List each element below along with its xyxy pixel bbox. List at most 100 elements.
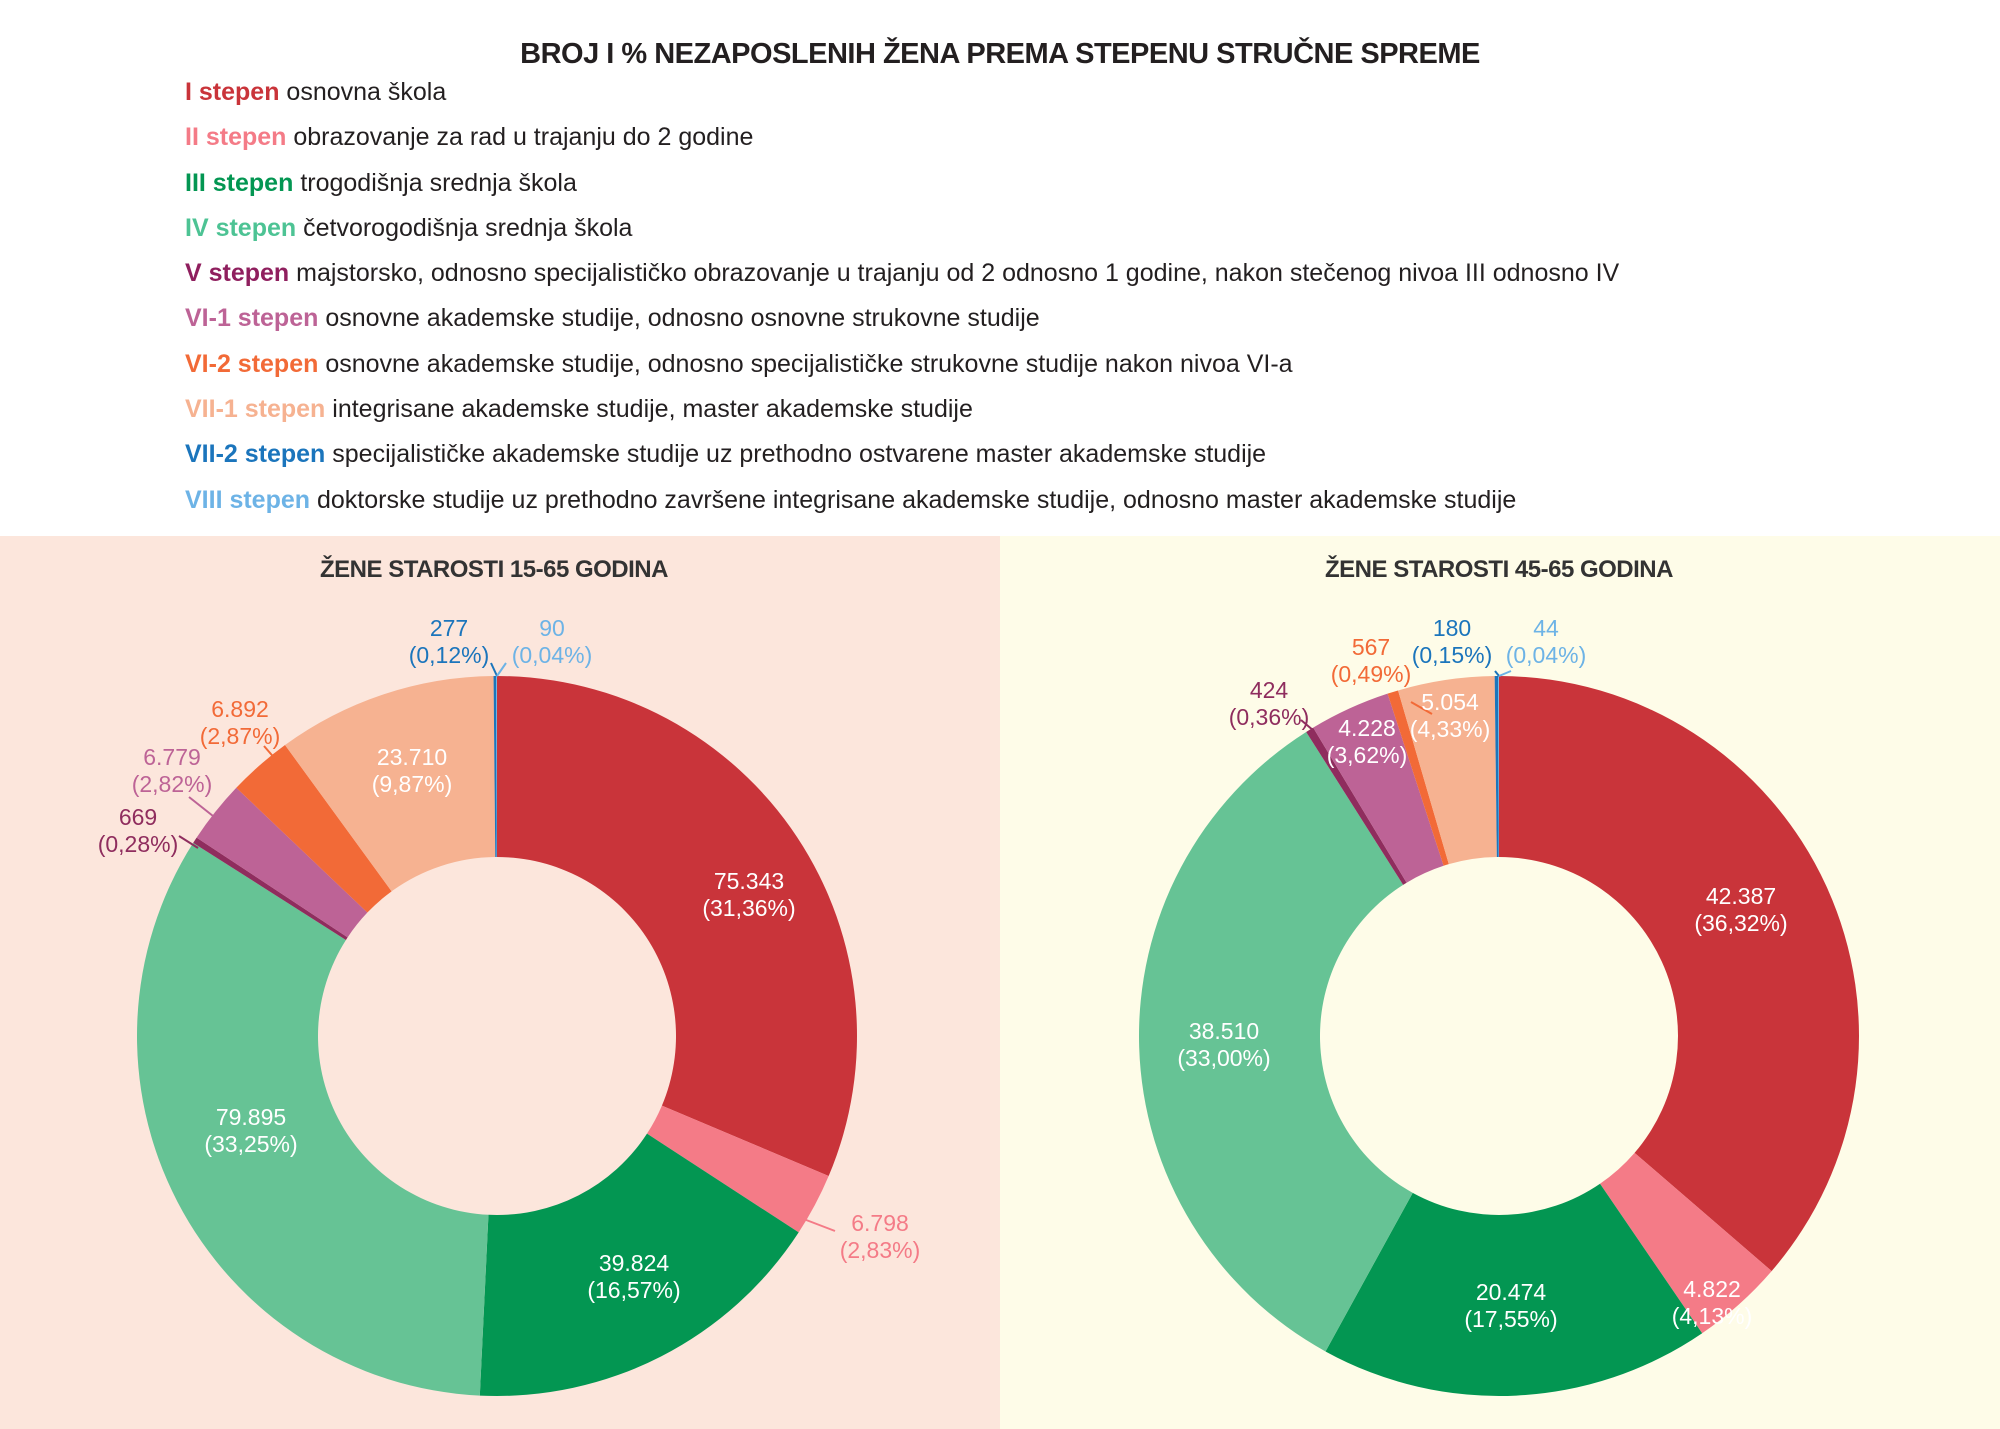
data-label-value: 6.892 [211, 696, 269, 722]
data-label-percent: (0,12%) [409, 642, 490, 668]
slice-iii-stepen [479, 1133, 799, 1396]
legend-text: integrisane akademske studije, master ak… [325, 395, 973, 424]
data-label-value: 90 [539, 615, 565, 641]
legend-item: VII-1 stepen integrisane akademske studi… [185, 394, 1619, 439]
legend-text: osnovne akademske studije, odnosno speci… [318, 349, 1293, 378]
legend-item: II stepen obrazovanje za rad u trajanju … [185, 122, 1619, 167]
slice-iv-stepen [137, 842, 489, 1396]
leader-line [188, 796, 214, 817]
legend-item: I stepen osnovna škola [185, 77, 1619, 122]
data-label-percent: (16,57%) [587, 1277, 680, 1303]
data-label-percent: (0,04%) [512, 642, 593, 668]
data-label-percent: (36,32%) [1694, 910, 1787, 936]
data-label-value: 424 [1250, 677, 1289, 703]
data-label-value: 6.798 [851, 1210, 909, 1236]
data-label-value: 42.387 [1706, 883, 1776, 909]
data-label-percent: (17,55%) [1464, 1306, 1557, 1332]
legend-item: VIII stepen doktorske studije uz prethod… [185, 485, 1619, 530]
legend-key: II stepen [185, 123, 287, 152]
leader-line [1300, 719, 1315, 732]
leader-line [490, 662, 498, 677]
leader-line [1494, 670, 1500, 677]
panel-title: ŽENE STAROSTI 45-65 GODINA [1325, 556, 1673, 583]
slice-ii-stepen [647, 1105, 829, 1233]
leader-line [800, 1217, 836, 1232]
data-label-value: 75.343 [714, 868, 784, 894]
slice-vii-2-stepen [493, 676, 497, 858]
data-label-value: 4.228 [1338, 715, 1396, 741]
legend-item: VI-2 stepen osnovne akademske studije, o… [185, 349, 1619, 394]
data-label-percent: (3,62%) [1327, 742, 1408, 768]
slice-viii-stepen [1498, 676, 1499, 858]
data-label-value: 39.824 [599, 1250, 670, 1276]
legend-key: VII-2 stepen [185, 440, 326, 469]
slice-vi-2-stepen [1387, 690, 1449, 866]
legend-text: osnovna škola [279, 78, 447, 106]
data-label-percent: (0,04%) [1506, 642, 1587, 668]
legend-text: četvorogodišnja srednja škola [296, 213, 633, 242]
data-label-percent: (2,82%) [132, 771, 213, 797]
data-label-value: 6.779 [143, 744, 201, 770]
leader-line [1410, 701, 1433, 715]
data-label-percent: (0,49%) [1331, 661, 1412, 687]
slice-i-stepen [497, 676, 858, 1176]
data-label-value: 79.895 [216, 1104, 286, 1130]
data-label-percent: (2,83%) [840, 1237, 921, 1263]
legend-key: VI-2 stepen [185, 349, 319, 378]
slice-ii-stepen [1600, 1152, 1772, 1334]
legend-text: specijalističke akademske studije uz pre… [325, 440, 1267, 469]
data-label-percent: (0,28%) [98, 831, 179, 857]
donut-chart: 75.343(31,36%) 6.798(2,83%) 39.824(16,57%)… [98, 615, 921, 1396]
slice-vii-1-stepen [285, 676, 496, 892]
legend-key: I stepen [185, 78, 280, 106]
donut-chart: 42.387(36,32%) 4.822(4,13%) 20.474(17,55%)… [1138, 615, 1860, 1397]
slice-v-stepen [1306, 727, 1407, 885]
data-label-percent: (4,33%) [1410, 716, 1491, 742]
chart-title: BROJ I % NEZAPOSLENIH ŽENA PREMA STEPENU… [520, 38, 1480, 70]
leader-line [1498, 670, 1512, 677]
data-label-value: 567 [1352, 634, 1390, 660]
legend-key: III stepen [185, 168, 294, 197]
legend-item: VI-1 stepen osnovne akademske studije, o… [185, 303, 1619, 348]
data-label-value: 669 [119, 804, 157, 830]
data-label-percent: (4,13%) [1672, 1303, 1753, 1329]
legend-text: trogodišnja srednja škola [293, 168, 577, 197]
legend-text: majstorsko, odnosno specijalističko obra… [289, 259, 1620, 288]
legend-item: V stepen majstorsko, odnosno specijalist… [185, 258, 1619, 303]
data-label-percent: (2,87%) [200, 723, 281, 749]
data-label-value: 180 [1433, 615, 1471, 641]
slice-v-stepen [193, 837, 348, 940]
slice-viii-stepen [496, 676, 497, 858]
slice-vii-1-stepen [1398, 676, 1497, 865]
legend-item: VII-2 stepen specijalističke akademske s… [185, 439, 1619, 484]
data-label-percent: (9,87%) [372, 771, 453, 797]
legend-key: V stepen [185, 259, 290, 288]
slice-iv-stepen [1138, 731, 1413, 1352]
legend-text: osnovne akademske studije, odnosno osnov… [318, 304, 1040, 333]
data-label-value: 38.510 [1189, 1018, 1259, 1044]
data-label-value: 277 [430, 615, 468, 641]
data-label-percent: (0,15%) [1412, 642, 1493, 668]
slice-vi-1-stepen [1313, 693, 1444, 883]
data-label-percent: (0,36%) [1229, 704, 1310, 730]
legend-text: doktorske studije uz prethodno završene … [310, 485, 1517, 514]
slice-vi-1-stepen [196, 787, 368, 938]
legend-item: III stepen trogodišnja srednja škola [185, 168, 1619, 213]
leader-line [496, 662, 507, 677]
legend-text: obrazovanje za rad u trajanju do 2 godin… [286, 123, 754, 152]
slice-i-stepen [1499, 676, 1860, 1272]
slice-vi-2-stepen [236, 745, 392, 913]
data-label-value: 23.710 [377, 744, 447, 770]
data-label-value: 20.474 [1476, 1279, 1547, 1305]
data-label-value: 4.822 [1683, 1276, 1741, 1302]
legend-key: VIII stepen [185, 485, 311, 514]
data-label-percent: (33,25%) [204, 1131, 297, 1157]
leader-line [178, 835, 199, 849]
legend-item: IV stepen četvorogodišnja srednja škola [185, 213, 1619, 258]
legend-key: IV stepen [185, 213, 297, 242]
leader-line [263, 745, 278, 762]
legend: I stepen osnovna škola II stepen obrazova… [185, 77, 1619, 530]
legend-key: VI-1 stepen [185, 304, 319, 333]
data-label-value: 5.054 [1421, 689, 1479, 715]
